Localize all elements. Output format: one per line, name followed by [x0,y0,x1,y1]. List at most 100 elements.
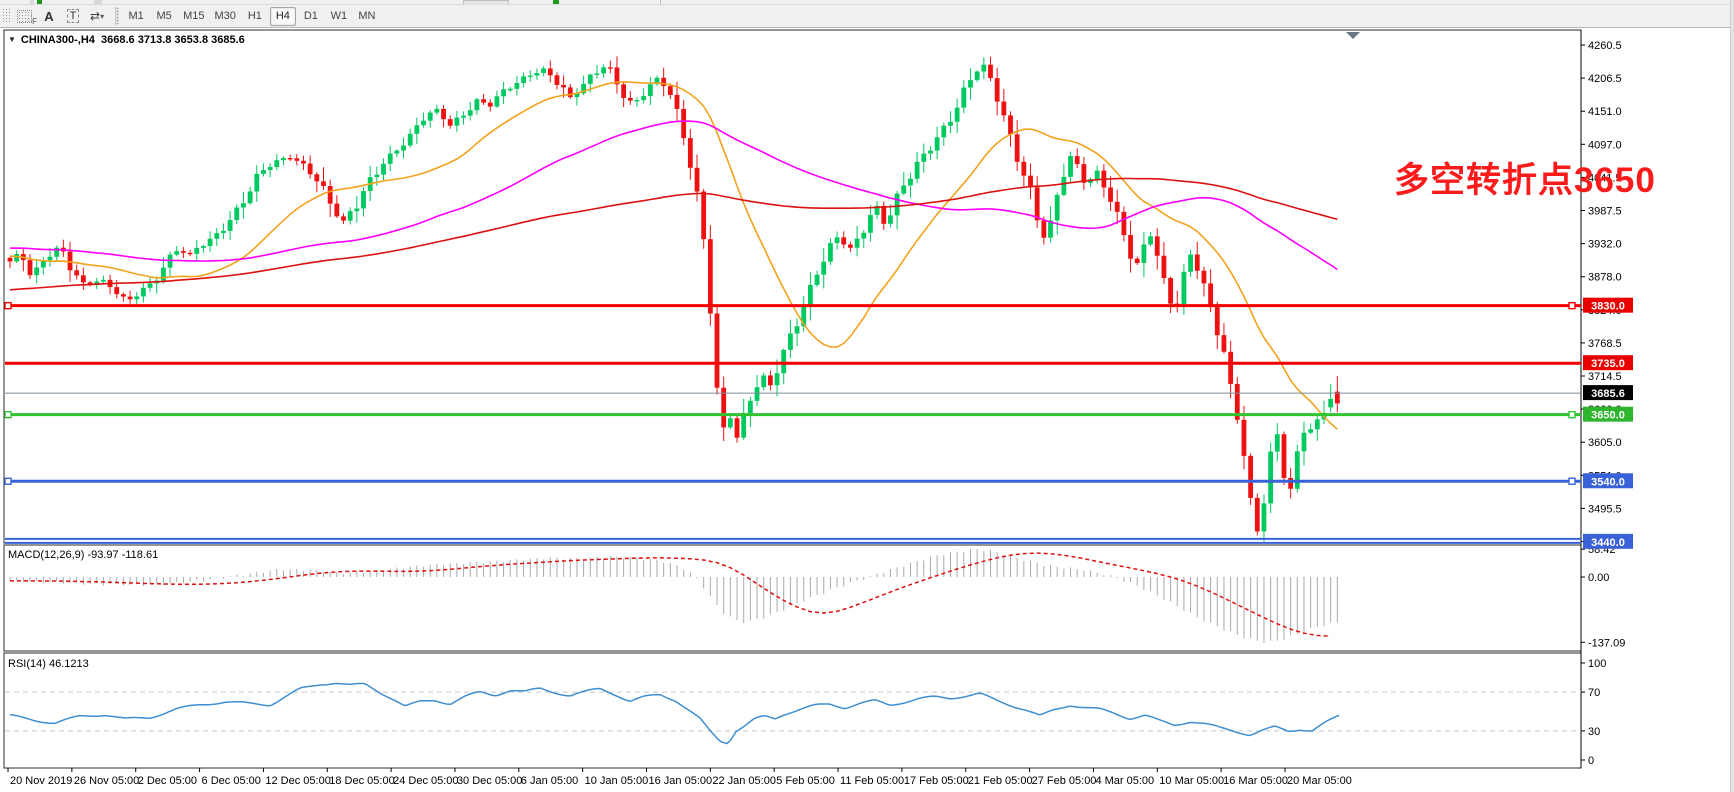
candle-body [1281,434,1287,479]
hline-3650.0[interactable] [4,410,1581,419]
candle-body [908,178,913,186]
candle-body [174,251,180,255]
candle-body [1061,176,1067,195]
price-level-label-3830.0: 3830.0 [1583,297,1633,313]
macd-tick-label: 0.00 [1588,572,1609,584]
time-tick-label: 12 Dec 05:00 [265,775,330,787]
candle-body [1314,419,1320,430]
candle-body [1054,194,1060,221]
hline-handle[interactable] [1568,477,1576,485]
candle-body [261,170,266,174]
chart-window[interactable]: 4260.5 4206.5 4151.0 4097.0 4041.5 3987.5 3932… [0,28,1734,792]
candle-body [1214,307,1220,336]
hline-3540.0[interactable] [4,477,1581,485]
candle-body [507,88,513,91]
candle-body [521,76,526,83]
text-box-icon: T [66,9,80,23]
candle-body [961,87,967,108]
candle-body [934,137,940,151]
hline-3830.0[interactable] [4,301,1581,310]
text-label-tool-button[interactable]: A [38,7,60,26]
hline-handle[interactable] [1568,410,1576,419]
candle-body [214,233,220,239]
time-tick-label: 4 Mar 05:00 [1095,775,1154,787]
candle-body [968,80,973,88]
hline-handle[interactable] [1568,301,1576,310]
hline-handle[interactable] [4,410,12,419]
candle-body [994,78,1000,102]
candle-body [767,375,773,386]
symbol-name: CHINA300-,H4 [20,34,95,46]
price-tick-label: 3495.5 [1588,503,1622,515]
candle-body [674,94,680,109]
timeframe-mn-button[interactable]: MN [358,10,376,22]
time-tick-label: 26 Nov 05:00 [74,775,139,787]
timeframe-m30-button[interactable]: M30 [214,10,236,22]
shapes-arrows-tool-button[interactable]: ⇄ ▾ [86,7,108,26]
candle-body [547,68,553,76]
rsi-panel[interactable] [3,652,1582,769]
candle-body [607,67,613,69]
time-tick-label: 6 Dec 05:00 [202,775,261,787]
timeframe-h4-button[interactable]: H4 [269,6,296,26]
candle-body [1068,156,1073,177]
hline-3440.0[interactable] [5,537,1581,544]
hline-handle[interactable] [4,477,12,485]
ohlc-readout: 3668.6 3713.8 3653.8 3685.6 [101,34,245,46]
hline-handle[interactable] [4,301,12,310]
candle-body [1301,432,1307,452]
rsi-tick-label: 70 [1588,687,1600,699]
time-tick-label: 5 Feb 05:00 [776,775,835,787]
clipped-separator [660,0,661,4]
symbol-dropdown-icon[interactable]: ▼ [8,35,16,44]
svg-text:3540.0: 3540.0 [1591,476,1625,488]
arrows-icon: ⇄ [90,9,100,23]
macd-indicator-label: MACD(12,26,9) -93.97 -118.61 [8,549,159,561]
toolbar-grip[interactable] [2,8,12,24]
candle-body [1008,115,1013,135]
timeframe-h1-button[interactable]: H1 [247,10,262,22]
timeframe-d1-button[interactable]: D1 [303,10,318,22]
candle-body [467,110,473,116]
text-box-tool-button[interactable]: T [62,7,84,26]
main-panel[interactable] [3,29,1582,544]
candle-body [554,75,560,85]
candle-body [447,119,453,126]
candle-body [361,191,366,209]
candle-body [1001,101,1007,116]
candle-body [147,283,153,288]
candle-body [1228,351,1234,384]
candle-body [1248,455,1254,498]
candle-body [707,239,713,314]
price-tick-label: 3605.0 [1588,437,1622,449]
candle-body [1274,434,1280,452]
candle-body [1294,451,1300,489]
candle-body [868,214,873,233]
candle-body [694,167,700,192]
clipped-upper-toolbar [0,0,1734,5]
timeframe-w1-button[interactable]: W1 [330,10,348,22]
timeframe-m5-button[interactable]: M5 [156,10,172,22]
candle-body [514,82,520,89]
candle-body [654,77,660,85]
candle-body [808,284,813,307]
text-label-icon: A [44,8,54,24]
candle-body [1021,161,1027,176]
candle-body [574,93,580,98]
candle-body [1108,187,1113,202]
candle-body [307,163,313,175]
candle-body [1128,235,1133,259]
candle-body [894,193,900,216]
candle-body [634,100,640,102]
macd-panel[interactable] [3,544,1582,652]
chart-shift-marker-icon[interactable] [1346,32,1360,39]
candle-body [587,74,593,84]
candle-body [481,99,486,103]
timeframe-m1-button[interactable]: M1 [128,10,144,22]
chart-canvas[interactable]: 4260.5 4206.5 4151.0 4097.0 4041.5 3987.5 3932… [0,28,1734,792]
time-tick-label: 17 Feb 05:00 [904,775,969,787]
grid-f-tool-button[interactable]: F [13,7,37,26]
candle-body [74,270,80,276]
rsi-tick-label: 30 [1588,726,1600,738]
timeframe-m15-button[interactable]: M15 [183,10,205,22]
